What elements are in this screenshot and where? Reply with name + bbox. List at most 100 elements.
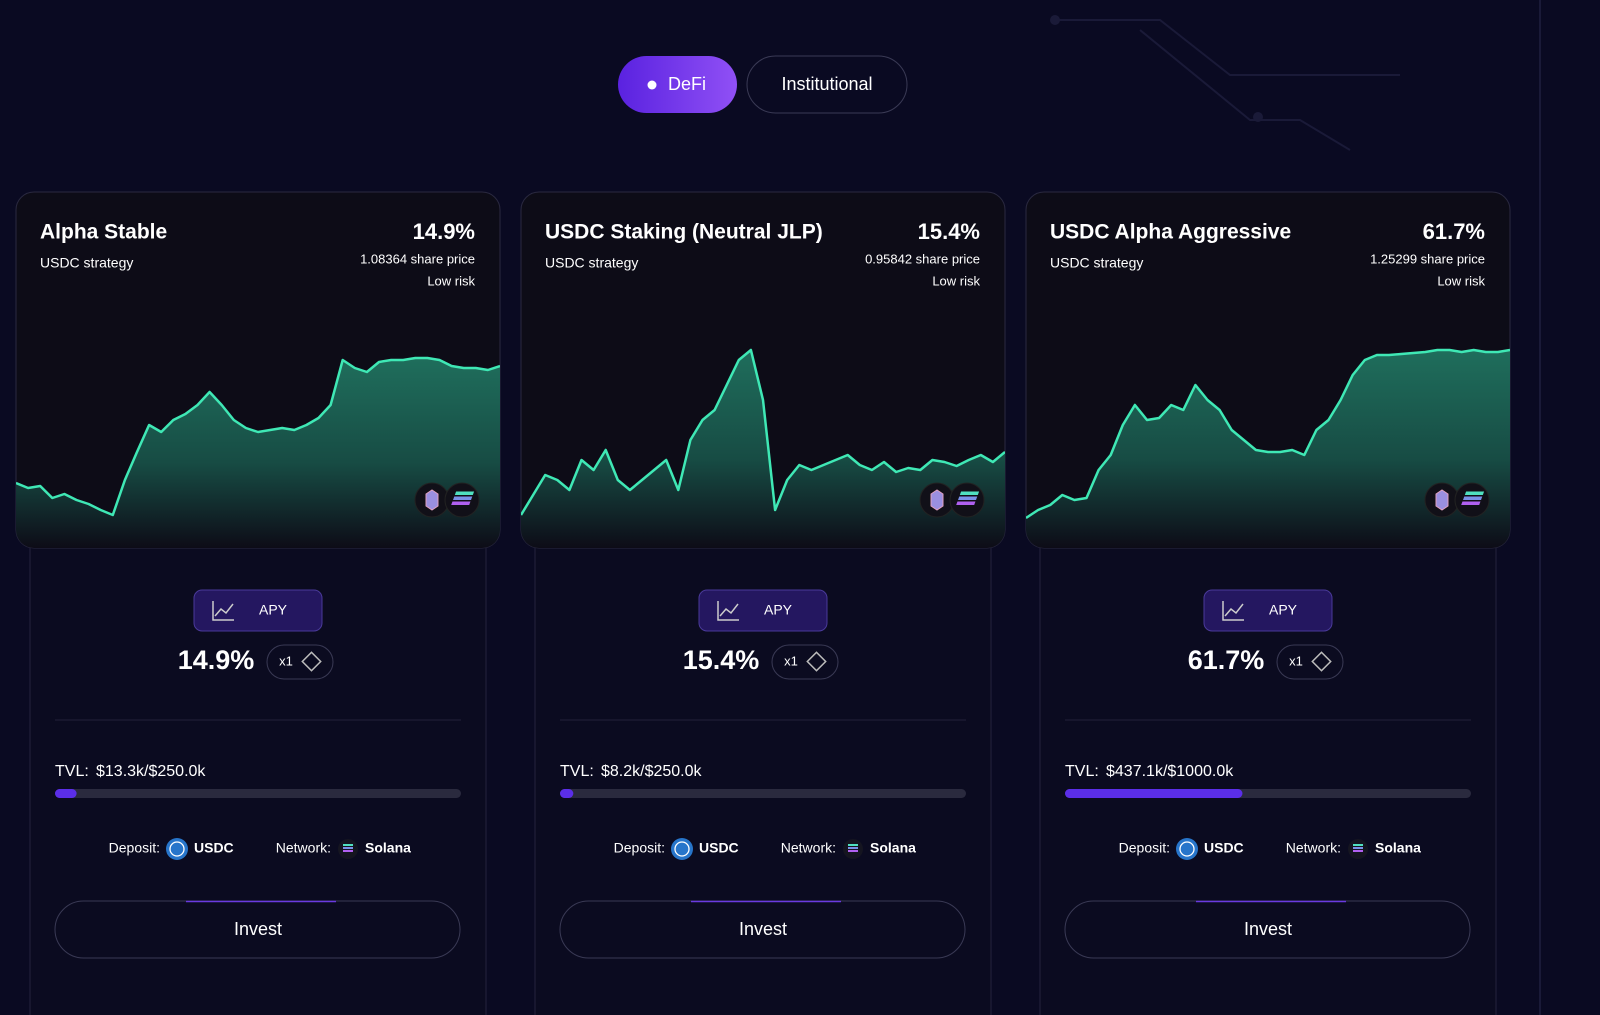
trend-line [1026,348,1510,520]
apy-button-label[interactable]: APY [1269,602,1298,618]
tvl-value: $8.2k/$250.0k [601,763,703,780]
icon-shape [1463,496,1483,500]
strategy-card: Alpha Stable USDC strategy 14.9% 1.08364 sh… [15,191,501,1015]
share-price: 1.25299 share price [1370,251,1485,266]
tvl-fill [55,789,77,798]
card-title: USDC Alpha Aggressive [1050,221,1291,244]
invest-label[interactable]: Invest [1244,919,1292,939]
multiplier-pill [771,644,839,680]
multiplier-icon [1311,651,1332,672]
tab[interactable]: DeFi [618,56,737,113]
risk: Low risk [932,273,980,288]
trend-line [16,356,500,517]
share-price: 1.08364 share price [360,251,475,266]
multiplier: x1 [279,653,293,668]
card-apy: 15.4% [918,219,980,244]
tvl-label: TVL: [1065,763,1099,780]
trend [521,348,1005,548]
apy-icon [1222,601,1244,621]
icon-shape [930,489,944,511]
icon-shape [1461,501,1481,505]
tvl-label: TVL: [55,763,89,780]
multiplier-pill [1276,644,1344,680]
solana-bar [848,847,858,849]
solana-bar [1353,844,1363,846]
risk: Low risk [1437,273,1485,288]
apy-icon [719,603,739,617]
card-title: USDC Staking (Neutral JLP) [545,221,823,244]
tab-bg[interactable] [618,56,737,113]
icon-shape [959,491,980,495]
solana-bar [848,850,858,852]
icon-shape [454,491,475,495]
apy-value: 15.4% [683,645,760,675]
multiplier-icon [301,651,322,672]
deposit-label: Deposit: [109,840,160,856]
usdc-icon [671,838,693,860]
usdc-icon-ring [674,841,690,857]
tvl-value: $437.1k/$1000.0k [1106,763,1234,780]
invest-label[interactable]: Invest [739,919,787,939]
card-apy: 14.9% [413,219,475,244]
apy-icon [212,601,234,621]
icon-shape [956,501,976,505]
tvl-fill [560,789,574,798]
deposit-label: Deposit: [614,840,665,856]
network: Solana [365,840,411,856]
icon-shape [453,496,473,500]
network: Solana [870,840,916,856]
tab-label[interactable]: DeFi [668,74,706,94]
apy-icon [214,603,234,617]
decor [1050,0,1541,1015]
network-label: Network: [781,840,836,856]
usdc-icon [166,838,188,860]
network-label: Network: [1286,840,1341,856]
apy-value: 14.9% [178,645,255,675]
solana-bar [1353,850,1363,852]
strategy-card: USDC Staking (Neutral JLP) USDC strategy 1… [520,191,1006,1015]
risk: Low risk [427,273,475,288]
icon-shape [1435,489,1449,511]
icon-shape [958,496,978,500]
solana-bar [343,844,353,846]
cards: Alpha Stable USDC strategy 14.9% 1.08364 sh… [15,191,1511,1015]
multiplier: x1 [1289,653,1303,668]
tvl-track [560,789,966,798]
solana-bar [1353,847,1363,849]
network: Solana [1375,840,1421,856]
deposit-asset: USDC [194,840,234,856]
card-subtitle: USDC strategy [1050,255,1143,271]
trend [1026,348,1510,548]
tvl-value: $13.3k/$250.0k [96,763,206,780]
deposit-asset: USDC [1204,840,1244,856]
multiplier: x1 [784,653,798,668]
tab[interactable]: Institutional [746,55,908,114]
apy-button-label[interactable]: APY [764,602,793,618]
multiplier-pill [266,644,334,680]
card-subtitle: USDC strategy [40,255,133,271]
trend-line [521,348,1005,516]
multiplier-icon [806,651,827,672]
tab-dot [647,80,657,90]
share-price: 0.95842 share price [865,251,980,266]
solana-bar [343,847,353,849]
tab-label[interactable]: Institutional [781,74,872,94]
icon-shape [451,501,471,505]
trend-area [521,350,1005,548]
usdc-icon [1176,838,1198,860]
apy-icon [1224,603,1244,617]
card-subtitle: USDC strategy [545,255,638,271]
card-apy: 61.7% [1423,219,1485,244]
icon-shape [425,489,439,511]
tab-bg[interactable] [746,55,908,114]
trend-area [16,358,500,548]
apy-icon [717,601,739,621]
solana-bar [848,844,858,846]
deposit-label: Deposit: [1119,840,1170,856]
card-title: Alpha Stable [40,221,167,244]
apy-button-label[interactable]: APY [259,602,288,618]
invest-label[interactable]: Invest [234,919,282,939]
